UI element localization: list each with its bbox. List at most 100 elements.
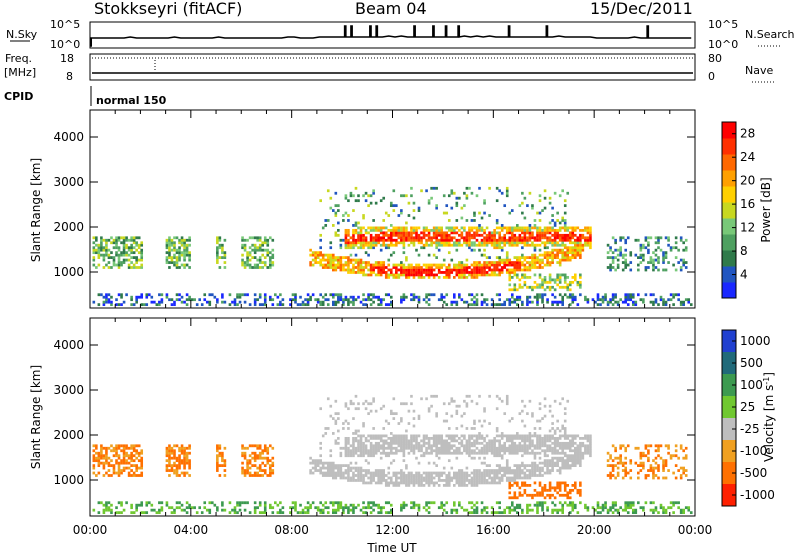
velocity-cell-1615 xyxy=(500,444,504,448)
velocity-cell-2270 xyxy=(616,471,620,475)
power-cell-1010 xyxy=(402,263,406,267)
power-cell-1386 xyxy=(465,236,469,240)
power-cell-2310 xyxy=(629,253,633,257)
velocity-cell-743 xyxy=(359,479,363,482)
power-cell-382 xyxy=(246,263,249,267)
power-cell-902 xyxy=(384,293,388,297)
velocity-cell-2134 xyxy=(571,461,575,465)
velocity-cell-978 xyxy=(397,444,401,448)
velocity-cell-1165 xyxy=(427,444,431,448)
velocity-cell-1662 xyxy=(508,469,512,472)
velocity-cell-1932 xyxy=(543,434,547,438)
power-cell-509 xyxy=(309,248,312,252)
velocity-cell-302 xyxy=(188,451,191,455)
power-cell-1941 xyxy=(546,261,549,264)
velocity-cell-694 xyxy=(352,479,355,482)
power-cell-1110 xyxy=(417,236,421,240)
velocity-cell-1878 xyxy=(538,491,542,495)
velocity-cell-1681 xyxy=(510,451,514,455)
power-cell-853 xyxy=(374,201,378,205)
power-cell-1611 xyxy=(500,248,504,252)
velocity-cell-692 xyxy=(352,506,355,510)
power-cell-256 xyxy=(178,258,181,262)
velocity-cell-1380 xyxy=(465,474,469,477)
velocity-cell-1136 xyxy=(422,436,426,440)
power-cell-377 xyxy=(243,248,247,252)
velocity-cell-2096 xyxy=(566,491,570,495)
power-cell-1529 xyxy=(488,266,491,269)
power-cell-1571 xyxy=(495,268,499,272)
velocity-cell-2019 xyxy=(556,461,559,465)
power-cell-1286 xyxy=(447,194,451,198)
power-cell-1778 xyxy=(523,236,527,240)
velocity-cell-1106 xyxy=(417,471,421,475)
velocity-cell-483 xyxy=(281,511,285,515)
velocity-cell-1702 xyxy=(513,451,517,455)
velocity-cell-2384 xyxy=(659,506,663,510)
velocity-cell-1802 xyxy=(526,412,529,416)
power-cell-2402 xyxy=(664,251,668,255)
power-cell-473 xyxy=(271,256,275,259)
power-cell-1891 xyxy=(538,231,542,235)
power-cell-1025 xyxy=(405,271,408,274)
power-cell-937 xyxy=(389,238,393,242)
power-cell-108 xyxy=(120,236,123,240)
velocity-cell-2176 xyxy=(579,484,582,487)
velocity-cell-396 xyxy=(248,444,252,448)
velocity-cell-1565 xyxy=(493,441,496,445)
power-cell-199 xyxy=(160,298,164,302)
power-cell-138 xyxy=(130,266,133,269)
velocity-cell-436 xyxy=(261,469,265,472)
velocity-cell-1846 xyxy=(533,464,537,467)
power-cell-1190 xyxy=(432,241,436,245)
power-cell-1783 xyxy=(523,216,527,220)
velocity-cell-1510 xyxy=(483,419,486,423)
power-cell-492 xyxy=(294,293,297,297)
power-cell-2317 xyxy=(634,300,638,304)
power-cell-2285 xyxy=(621,253,625,257)
velocity-cell-2044 xyxy=(558,444,562,448)
power-cell-1125 xyxy=(420,189,423,193)
power-cell-1796 xyxy=(526,241,529,245)
power-cell-151 xyxy=(132,251,136,255)
velocity-cell-614 xyxy=(337,436,340,440)
velocity-cell-1045 xyxy=(407,446,411,450)
velocity-cell-2174 xyxy=(579,491,582,495)
velocity-cell-1762 xyxy=(521,434,524,438)
power-cell-418 xyxy=(256,248,259,252)
power-cell-393 xyxy=(248,253,252,257)
velocity-cell-1896 xyxy=(538,407,542,411)
power-cell-2425 xyxy=(677,293,680,297)
velocity-cell-1933 xyxy=(543,414,547,418)
velocity-cell-821 xyxy=(369,434,373,438)
velocity-cell-2343 xyxy=(644,446,648,450)
power-cell-1558 xyxy=(493,263,496,267)
power-cell-87 xyxy=(115,236,118,240)
power-cell-93 xyxy=(117,258,121,262)
power-cell-1970 xyxy=(548,221,552,225)
power-cell-1045 xyxy=(407,238,411,242)
velocity-cell-153 xyxy=(132,449,136,453)
power-cell-2106 xyxy=(566,233,570,237)
velocity-cell-353 xyxy=(231,508,234,512)
velocity-cell-2187 xyxy=(579,441,582,445)
velocity-cell-1651 xyxy=(508,511,512,515)
velocity-cell-2166 xyxy=(576,454,580,458)
velocity-cell-1214 xyxy=(437,484,441,487)
velocity-cell-902 xyxy=(384,501,388,505)
velocity-cell-816 xyxy=(369,449,373,453)
power-cell-1583 xyxy=(495,219,499,222)
velocity-cell-385 xyxy=(246,464,249,467)
velocity-cell-1412 xyxy=(470,481,474,485)
power-cell-1108 xyxy=(417,241,421,245)
velocity-cell-724 xyxy=(354,394,358,398)
power-cell-27 xyxy=(100,246,103,250)
velocity-cell-450 xyxy=(263,449,267,453)
velocity-cell-2408 xyxy=(667,444,670,448)
power-cell-307 xyxy=(195,303,199,307)
power-cell-666 xyxy=(347,256,350,259)
velocity-cell-298 xyxy=(188,466,191,470)
power-cell-1581 xyxy=(495,226,499,230)
velocity-cell-58 xyxy=(107,469,111,472)
velocity-cell-1228 xyxy=(440,503,443,507)
